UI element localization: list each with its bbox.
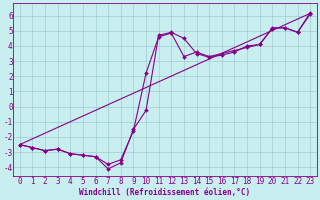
X-axis label: Windchill (Refroidissement éolien,°C): Windchill (Refroidissement éolien,°C) [79, 188, 251, 197]
